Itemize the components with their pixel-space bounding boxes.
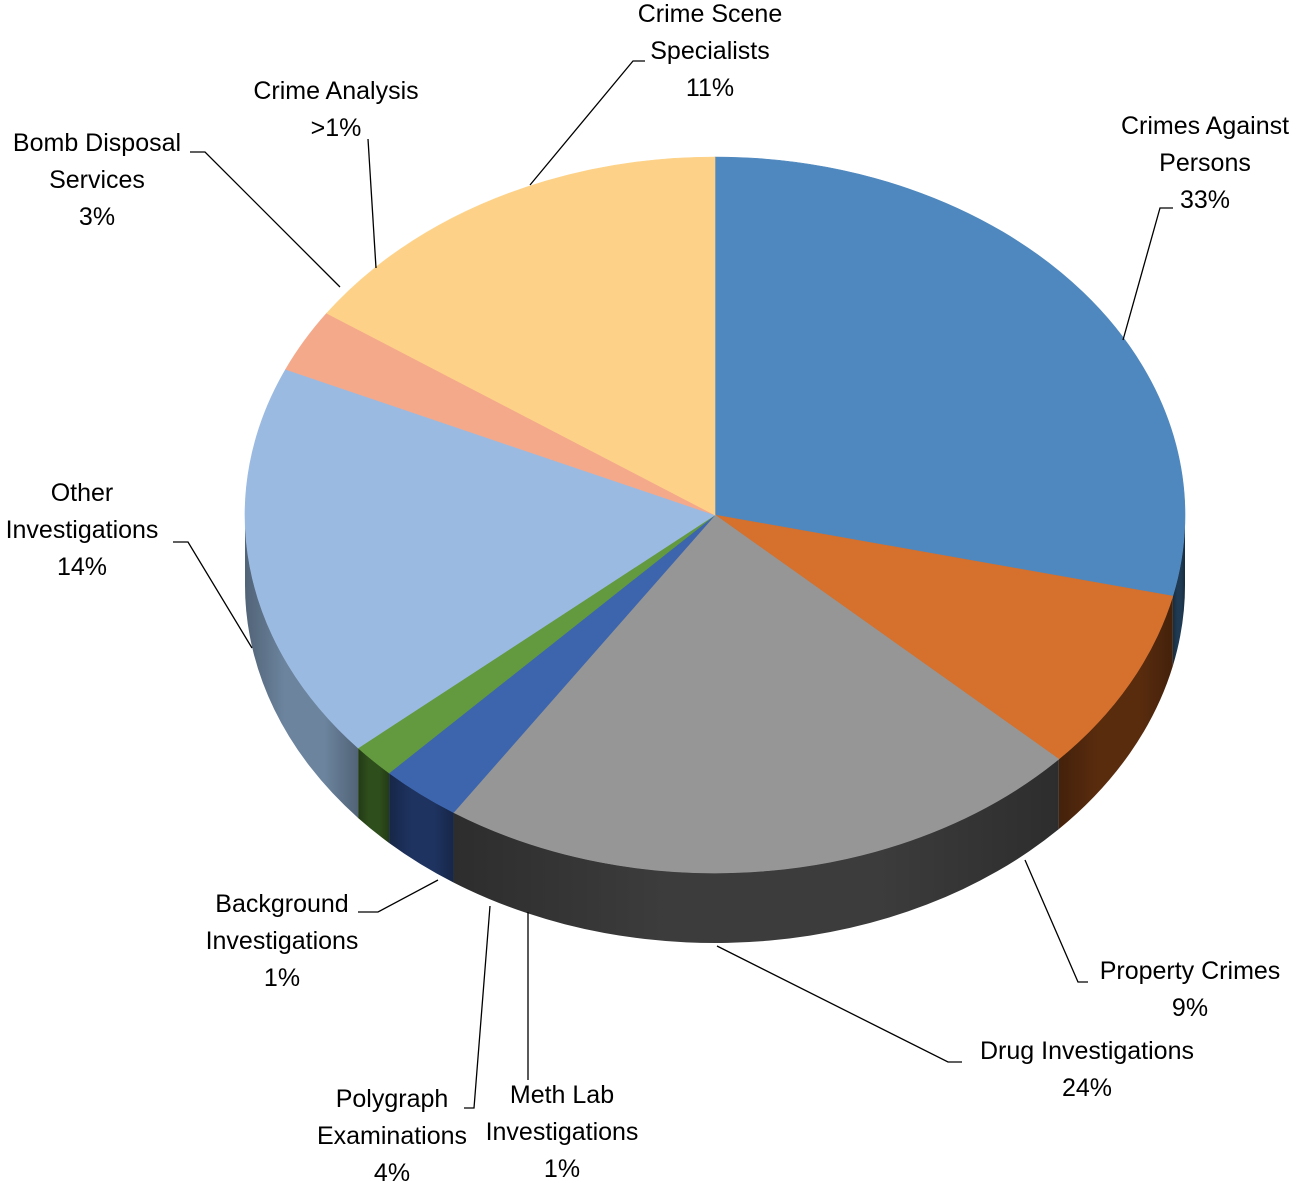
side-shade-property-crimes [1058, 596, 1173, 830]
label-drug-investigations: Drug Investigations 24% [980, 1037, 1194, 1102]
pie-side-walls [245, 515, 1185, 943]
label-line-bomb-disposal-services: Bomb Disposal [13, 129, 181, 157]
pie-top-faces [244, 156, 1186, 874]
label-polygraph-examinations: Polygraph Examinations 4% [317, 1085, 467, 1183]
leader-lines [173, 60, 1173, 1109]
label-other-investigations: Other Investigations 14% [6, 479, 159, 581]
label-line-other-investigations: Other [51, 479, 114, 507]
leader-property-crimes [1024, 859, 1088, 983]
slice-property-crimes [714, 514, 1174, 760]
slice-crime-scene-specialists [400, 156, 716, 516]
label-line-meth-lab-investigations: Investigations [486, 1118, 639, 1146]
label-line-other-investigations: 14% [57, 553, 107, 581]
label-line-crimes-against-persons: 33% [1180, 186, 1230, 214]
label-line-crimes-against-persons: Crimes Against [1121, 112, 1289, 140]
label-bomb-disposal-services: Bomb Disposal Services 3% [13, 129, 181, 231]
leader-crime-scene-specialists [529, 60, 645, 186]
label-crime-analysis: Crime Analysis >1% [253, 77, 418, 142]
slice-background-investigations [244, 369, 716, 749]
label-line-crime-scene-specialists: Crime Scene [638, 0, 783, 28]
label-line-drug-investigations: 24% [1062, 1074, 1112, 1102]
leader-polygraph-examinations [464, 905, 491, 1109]
leader-background-investigations [358, 879, 439, 913]
leader-drug-investigations [716, 945, 962, 1063]
label-line-polygraph-examinations: Polygraph [336, 1085, 449, 1113]
leader-other-investigations [173, 541, 253, 649]
label-line-bomb-disposal-services: Services [49, 166, 145, 194]
label-line-crime-scene-specialists: Specialists [650, 37, 770, 65]
side-shade-crimes-against-persons [1172, 515, 1185, 667]
label-line-background-investigations: 1% [264, 964, 300, 992]
label-background-investigations: Background Investigations 1% [206, 890, 359, 992]
label-property-crimes: Property Crimes 9% [1100, 957, 1281, 1022]
label-crime-scene-specialists: Crime Scene Specialists 11% [638, 0, 783, 102]
slice-crimes-against-persons [714, 156, 1186, 597]
label-crimes-against-persons: Crimes Against Persons 33% [1121, 112, 1289, 214]
label-line-other-investigations: Investigations [6, 516, 159, 544]
slice-drug-investigations [453, 514, 1060, 874]
label-line-meth-lab-investigations: Meth Lab [510, 1081, 614, 1109]
label-line-crime-analysis: >1% [311, 114, 362, 142]
label-line-crimes-against-persons: Persons [1159, 149, 1251, 177]
label-line-crime-scene-specialists: 11% [686, 74, 734, 102]
label-line-bomb-disposal-services: 3% [79, 203, 115, 231]
label-line-property-crimes: 9% [1172, 994, 1208, 1022]
leader-crimes-against-persons [1122, 207, 1173, 341]
label-line-background-investigations: Investigations [206, 927, 359, 955]
leader-bomb-disposal-services [190, 151, 341, 288]
leader-crime-analysis [367, 138, 377, 269]
label-line-drug-investigations: Drug Investigations [980, 1037, 1194, 1065]
side-shade-polygraph-examinations [358, 747, 390, 843]
label-line-background-investigations: Background [215, 890, 348, 918]
side-shade-background-investigations [245, 515, 359, 818]
label-line-polygraph-examinations: Examinations [317, 1122, 467, 1150]
label-line-property-crimes: Property Crimes [1100, 957, 1281, 985]
label-line-meth-lab-investigations: 1% [544, 1155, 580, 1183]
slice-labels: Crimes Against Persons 33% Property Crimes 9… [6, 0, 1290, 1183]
label-meth-lab-investigations: Meth Lab Investigations 1% [486, 1081, 639, 1183]
side-shade-drug-investigations [453, 759, 1059, 943]
label-line-polygraph-examinations: 4% [374, 1159, 410, 1183]
side-shade-meth-lab-investigations [389, 772, 454, 883]
label-line-crime-analysis: Crime Analysis [253, 77, 418, 105]
